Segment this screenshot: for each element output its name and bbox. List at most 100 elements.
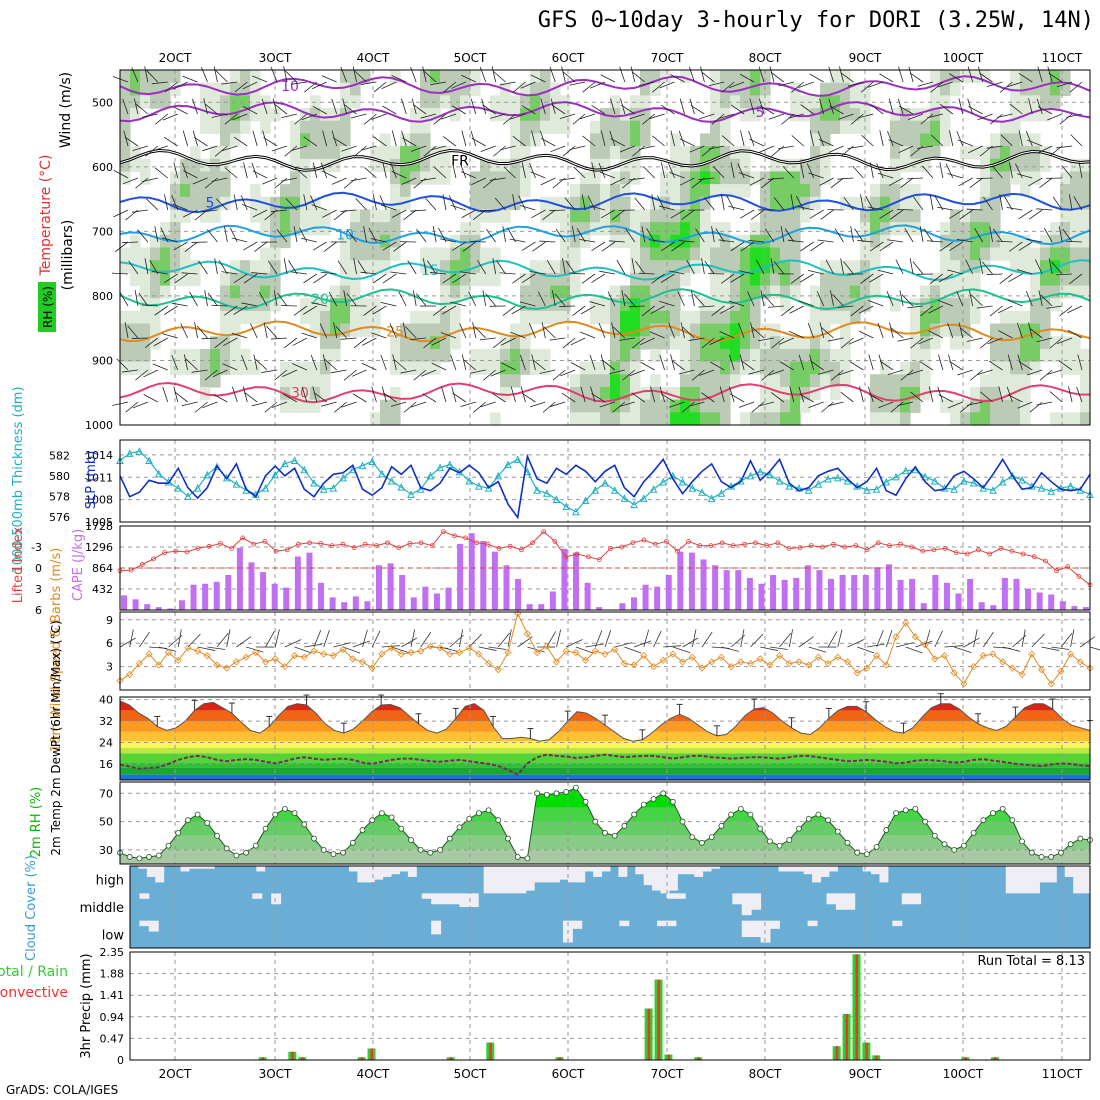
wind-barb — [546, 260, 556, 275]
temp-contour — [119, 224, 1091, 246]
rh-cell — [700, 158, 711, 173]
wind-barb — [698, 113, 715, 120]
wind-barb — [324, 359, 337, 371]
rh-cell — [710, 336, 721, 350]
wind-barb — [807, 269, 824, 275]
wind-barb — [907, 113, 924, 121]
wind-barb — [353, 337, 367, 349]
rh-cell — [1030, 310, 1041, 325]
wind-barb — [737, 163, 745, 179]
wind-barb — [192, 177, 208, 185]
rh-cell — [1020, 399, 1031, 413]
cloud-cell — [483, 866, 493, 894]
wind-barb — [980, 337, 993, 349]
wind-barb — [233, 194, 238, 211]
rh-cell — [370, 412, 381, 426]
wind-barb — [215, 198, 228, 211]
rh-cell — [750, 108, 761, 122]
wind-barb — [251, 401, 268, 407]
wind-speed-marker — [252, 648, 260, 657]
wind-barb — [668, 322, 675, 339]
rh-cell — [920, 285, 931, 299]
wind-barb — [959, 209, 973, 220]
wind-speed-marker — [378, 650, 386, 658]
wind-barb — [821, 327, 834, 339]
precip-tick: 0 — [117, 1054, 124, 1067]
rh-cell — [360, 323, 371, 337]
pressure-tick: 1000 — [85, 419, 113, 432]
wind-barb — [817, 130, 824, 147]
rh-marker — [165, 842, 172, 849]
rh-cell — [900, 133, 911, 147]
rh-cell — [720, 222, 731, 236]
rh-cell — [710, 146, 721, 160]
rh-cell — [640, 209, 651, 223]
rh-cell — [420, 158, 431, 173]
rh-cell — [610, 285, 621, 299]
wind-barb — [747, 291, 755, 307]
wind-10m-barb — [954, 646, 972, 653]
wind-barb — [799, 393, 814, 403]
wind-10m-barb — [701, 631, 713, 648]
wind-barb — [416, 228, 427, 243]
wind-barb — [211, 113, 228, 118]
wind-barb — [787, 239, 804, 243]
rh-marker — [844, 839, 851, 846]
rh-cell — [250, 260, 261, 274]
rh-cell — [960, 272, 971, 287]
wind-barb — [688, 401, 705, 407]
wind-speed-marker — [310, 647, 318, 655]
wind-barb — [1009, 241, 1023, 252]
precip-conv-bar — [489, 1042, 492, 1060]
wind-10m-barb — [760, 646, 778, 651]
rh-cell — [350, 310, 361, 325]
rh-cell — [910, 323, 921, 337]
rh-cell — [810, 184, 821, 198]
cape-bar — [619, 603, 626, 610]
wind-speed-marker — [746, 659, 755, 668]
wind-barb — [987, 81, 1003, 88]
rh-cell — [1070, 412, 1081, 426]
cloud-cell — [468, 893, 479, 907]
wind-barb — [850, 113, 864, 125]
wind-barb — [996, 113, 1013, 118]
rh-cell — [740, 361, 751, 375]
rh-cell — [270, 260, 281, 274]
wind-barb — [413, 369, 427, 381]
wind-10m-barb — [1080, 636, 1096, 648]
wind-barb — [301, 332, 317, 339]
rh-cell — [790, 222, 801, 236]
rh-cell — [600, 412, 611, 426]
wind-barb — [750, 322, 755, 339]
wind-barb — [163, 305, 178, 315]
wind-barb — [879, 209, 894, 219]
wind-barb — [913, 196, 924, 211]
rh-cell — [870, 272, 881, 287]
wind-barb — [502, 305, 516, 316]
wind-barb — [630, 66, 636, 83]
rh-cell — [620, 158, 631, 173]
wind-barb — [840, 72, 854, 83]
cape-bar — [943, 582, 950, 610]
top-date-tick: 9OCT — [849, 51, 882, 65]
cape-bar — [573, 552, 580, 610]
rh-cell — [820, 298, 831, 312]
cloud-cell — [271, 893, 282, 905]
wind-barb — [531, 354, 536, 371]
rh-cell — [330, 336, 341, 350]
thickness-marker — [513, 455, 522, 463]
rh-marker — [980, 817, 987, 824]
rh-cell — [510, 184, 521, 198]
wind-barb — [710, 361, 725, 371]
rh-cell — [300, 158, 311, 173]
rh-cell — [960, 298, 971, 312]
rh-cell — [970, 272, 981, 287]
wind-barb — [730, 241, 745, 252]
rh-cell — [1050, 234, 1061, 249]
wind-speed-marker — [1037, 666, 1046, 674]
wind-barb — [241, 302, 258, 307]
rh-cell — [630, 412, 641, 426]
rh-cell — [140, 260, 151, 274]
wind-barb — [569, 145, 586, 150]
rh-cell — [480, 348, 491, 363]
